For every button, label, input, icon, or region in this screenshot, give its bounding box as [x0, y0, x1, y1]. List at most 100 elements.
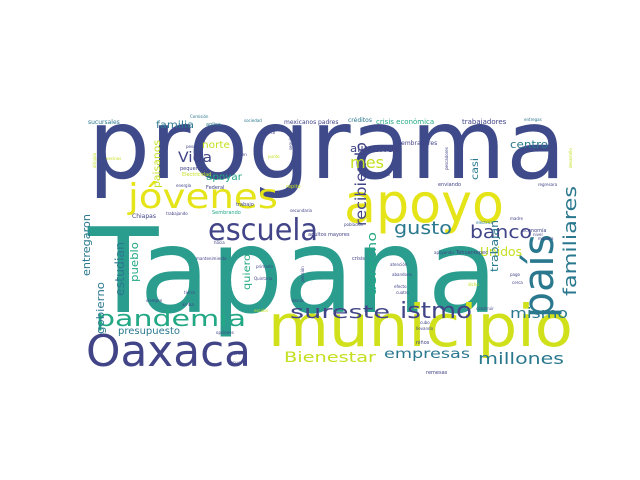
- word-municipio: municipio: [268, 292, 573, 360]
- word-ninos: niños: [416, 340, 430, 346]
- word-pescadores: pescadores: [444, 147, 449, 170]
- word-gusto: gusto: [394, 218, 452, 239]
- word-aplica: aplica: [206, 122, 221, 128]
- word-electrica: eléctrica: [476, 220, 494, 225]
- word-comision: Comisión: [190, 114, 209, 119]
- word-efecto: efecto: [394, 284, 407, 289]
- word-chiapas: Chiapas: [132, 213, 156, 220]
- word-dirigido: dirigido: [92, 152, 97, 168]
- word-madre: madre: [510, 216, 523, 221]
- word-llevando: llevando: [416, 326, 434, 331]
- word-construir: construir: [476, 306, 494, 311]
- word-siempre: siempre: [146, 298, 163, 303]
- word-mismo: mismo: [510, 306, 568, 322]
- word-seguir: seguir: [288, 137, 293, 150]
- word-familia: familia: [156, 120, 194, 131]
- word-entregas: entregas: [524, 117, 542, 122]
- word-impuesto: impuesto: [228, 360, 247, 365]
- word-puerto: puerto: [262, 130, 276, 135]
- word-secundaria: secundaria: [290, 208, 313, 213]
- word-alumnos: alumnos: [350, 142, 400, 155]
- word-cubo: cubo: [420, 320, 430, 325]
- word-adultos-mayores: adultos mayores: [308, 232, 350, 238]
- word-entregaron: entregaron: [80, 214, 93, 276]
- word-sembradores: sembradores: [398, 140, 437, 147]
- word-estudian: estudian: [113, 242, 127, 296]
- word-pension: pensión: [300, 266, 305, 282]
- word-energia: energía: [176, 183, 192, 188]
- word-crisis-economica: crisis económica: [376, 118, 434, 126]
- word-quintana: Quintana: [254, 276, 273, 281]
- word-trabajo: trabajo: [236, 202, 254, 208]
- word-bienestar: Bienestar: [284, 350, 376, 366]
- word-casi: casi: [470, 158, 481, 180]
- word-apoyar: apoyar: [206, 172, 243, 183]
- word-vecinos: vecinos: [106, 156, 121, 161]
- word-sociedad: sociedad: [244, 118, 262, 123]
- word-cerca: cerca: [512, 280, 523, 285]
- word-electricidad: Electricidad: [182, 172, 211, 178]
- word-hacia: hacia: [214, 240, 225, 245]
- word-desarrollo: desarrollo: [568, 148, 573, 168]
- word-gobierno: gobierno: [94, 282, 107, 334]
- word-vida: Vida: [178, 150, 212, 166]
- word-sembrando: Sembrando: [212, 210, 241, 216]
- word-oaxaca: Oaxaca: [86, 326, 251, 377]
- word-escolar: escolar: [254, 308, 269, 313]
- word-creditos: créditos: [348, 117, 372, 124]
- word-sureste: sureste: [290, 302, 390, 323]
- word-trabajan: trabajan: [488, 220, 501, 272]
- word-ninos-mayus: Niños: [232, 351, 243, 356]
- word-rescataba: rescataba: [370, 172, 390, 177]
- word-mantenimiento: mantenimiento: [196, 256, 227, 261]
- word-tierra: tierra: [184, 290, 195, 295]
- word-quiero: quiero: [242, 254, 253, 290]
- word-becas: becas: [292, 298, 304, 303]
- word-cuatro: cuatro: [396, 290, 409, 295]
- word-pais: país: [514, 234, 563, 318]
- word-unidos: Unidos: [480, 245, 522, 259]
- word-apoyo: apoyo: [344, 172, 504, 235]
- word-viven: viven: [236, 152, 247, 157]
- word-familiares: familiares: [560, 186, 581, 296]
- word-poblacion: población: [344, 222, 364, 227]
- word-trabajando: trabajando: [166, 211, 188, 216]
- word-remesas: remesas: [426, 370, 448, 376]
- word-pesca: pesca: [186, 144, 198, 149]
- word-arriba: arriba: [182, 302, 194, 307]
- word-trabajadores: trabajadores: [462, 118, 507, 126]
- word-dicho: dicho: [468, 282, 479, 287]
- word-derecho: derecho: [365, 232, 379, 296]
- word-padres: padres: [318, 119, 338, 126]
- word-enviando: enviando: [438, 182, 461, 188]
- word-economia: economía: [522, 227, 546, 234]
- word-programa: programa: [88, 89, 566, 201]
- word-repito: repito: [286, 184, 301, 190]
- word-cruz: Cruz: [440, 126, 449, 131]
- word-norte: norte: [202, 140, 230, 151]
- word-abandono: abandono: [392, 272, 412, 277]
- word-nivel: nivel: [533, 232, 543, 237]
- word-mes: mes: [350, 153, 384, 172]
- word-jovenes: jóvenes: [127, 177, 278, 217]
- word-pago: pago: [510, 272, 521, 277]
- word-sucursales: sucursales: [88, 119, 120, 126]
- word-millones: millones: [478, 349, 564, 368]
- word-regresara: regresara: [538, 182, 558, 187]
- word-escuela: escuela: [208, 213, 318, 248]
- word-atencion: atención: [390, 262, 408, 267]
- word-manera: manera: [538, 236, 554, 241]
- word-primaria: primaria: [256, 264, 273, 269]
- word-istmo: istmo: [400, 299, 472, 324]
- word-pueblo: pueblo: [128, 242, 141, 282]
- word-mexicanos: mexicanos: [284, 119, 316, 126]
- word-tehuantepec: Tehuantepec: [455, 250, 488, 256]
- word-punto: punto: [268, 154, 280, 159]
- word-paisanos: paisanos: [152, 140, 163, 188]
- word-pequenos: pequeños: [180, 166, 205, 172]
- word-presupuesto: presupuesto: [118, 326, 180, 337]
- word-pandemia: pandemia: [96, 307, 246, 332]
- word-centro: centro: [510, 138, 548, 151]
- word-apoyando: apoyando: [434, 250, 454, 255]
